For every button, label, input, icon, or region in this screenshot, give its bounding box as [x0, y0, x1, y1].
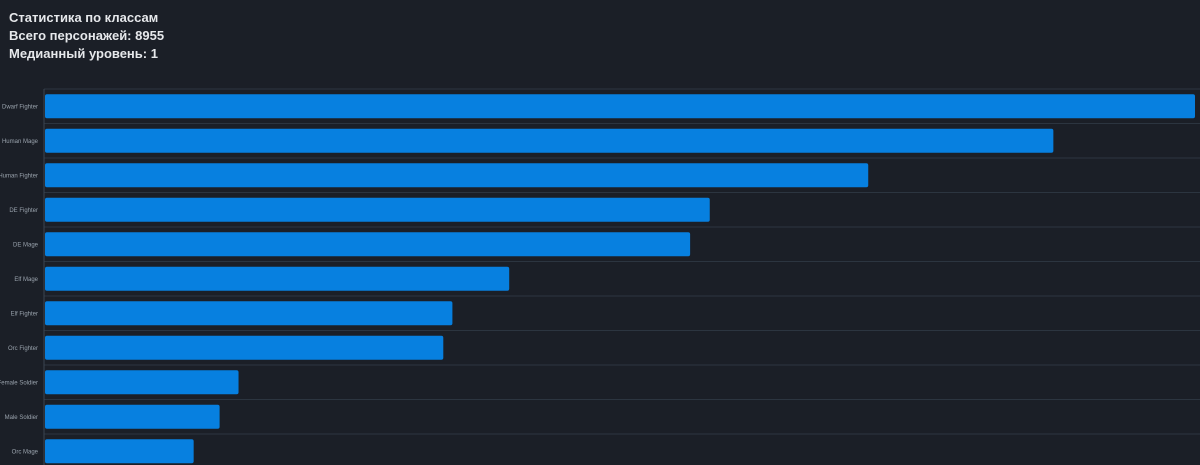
bar-orc-mage [45, 439, 194, 464]
bar-de-mage [45, 232, 691, 257]
category-label-elf-mage: Elf Mage [14, 277, 38, 283]
category-label-male-soldier: Male Soldier [5, 415, 38, 421]
category-label-orc-fighter: Orc Fighter [8, 346, 38, 352]
category-label-elf-fighter: Elf Fighter [11, 311, 38, 317]
median-level-stat: Медианный уровень: 1 [9, 46, 158, 61]
category-label-dwarf-fighter: Dwarf Fighter [2, 104, 38, 110]
bar-female-soldier [45, 370, 239, 395]
bar-dwarf-fighter [45, 94, 1195, 119]
category-label-female-soldier: Female Soldier [0, 380, 38, 386]
category-label-orc-mage: Orc Mage [12, 449, 39, 455]
stats-header: Статистика по классам Всего персонажей: … [9, 9, 164, 63]
bar-elf-fighter [45, 301, 453, 326]
bar-elf-mage [45, 266, 510, 291]
bar-male-soldier [45, 404, 220, 429]
category-label-human-mage: Human Mage [2, 139, 39, 145]
bar-de-fighter [45, 197, 710, 222]
category-label-human-fighter: Human Fighter [0, 173, 38, 179]
bar-human-mage [45, 128, 1054, 153]
total-characters-stat: Всего персонажей: 8955 [9, 28, 165, 43]
page-title: Статистика по классам [9, 10, 159, 25]
bar-human-fighter [45, 163, 869, 188]
category-label-de-fighter: DE Fighter [9, 208, 38, 214]
bar-orc-fighter [45, 335, 444, 360]
category-label-de-mage: DE Mage [13, 242, 39, 248]
